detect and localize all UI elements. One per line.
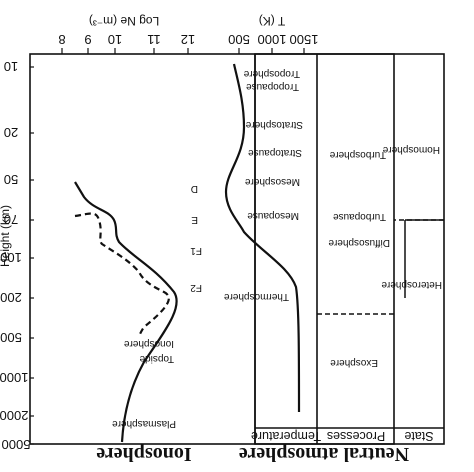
electron-density-night-curve xyxy=(74,212,170,335)
temp-label-1000: 1000 xyxy=(258,32,287,47)
temperature-region-labels: Troposphere Tropopause Stratosphere Stra… xyxy=(224,68,303,302)
height-label-70: 70 xyxy=(4,212,18,227)
ionosphere-layer-labels: D E F1 F2 Ionosphere Topside Plasmaspher… xyxy=(112,183,202,429)
density-label-9: 9 xyxy=(84,32,91,47)
processes-header: Processes xyxy=(327,429,385,443)
density-label-10: 10 xyxy=(108,32,122,47)
troposphere-label: Troposphere xyxy=(243,68,300,79)
temperature-header: Temperature xyxy=(251,429,321,443)
height-label-1000: 1000 xyxy=(0,370,28,385)
ionosphere-frame xyxy=(254,53,445,445)
density-label-8: 8 xyxy=(58,32,65,47)
electron-density-day-curve xyxy=(74,181,178,443)
height-label-10: 10 xyxy=(4,59,18,74)
height-label-50: 50 xyxy=(4,172,18,187)
stratopause-label: Stratopause xyxy=(248,147,302,158)
temperature-curve xyxy=(224,63,301,413)
height-label-5000: 5000 xyxy=(2,437,31,452)
tropopause-label: Tropopause xyxy=(246,81,299,92)
homosphere-label: Homosphere xyxy=(382,144,440,155)
height-label-20: 20 xyxy=(4,125,18,140)
ionosphere-title: Ionosphere xyxy=(96,443,191,465)
height-label-500: 500 xyxy=(0,330,22,345)
layer-f1: F1 xyxy=(190,245,202,256)
height-label-2000: 2000 xyxy=(0,408,28,423)
mesopause-label: Mesopause xyxy=(247,210,299,221)
exosphere-label: Exosphere xyxy=(330,357,378,368)
neutral-atmosphere-title: Neutral atmosphere xyxy=(239,443,409,465)
density-label-12: 12 xyxy=(181,32,195,47)
top-axis-tick-labels: 8 9 10 11 12 500 1000 1500 xyxy=(58,32,318,47)
heterosphere-label: Heterosphere xyxy=(381,279,442,290)
state-labels: Homosphere Heterosphere xyxy=(381,144,442,290)
layer-e: E xyxy=(191,214,198,225)
process-labels: Turbosphere Turbopause Diffusosphere Exo… xyxy=(328,149,390,368)
topside-label: Topside xyxy=(139,353,174,364)
turbosphere-label: Turbosphere xyxy=(329,149,386,160)
plasmasphere-label: Plasmasphere xyxy=(112,418,176,429)
thermosphere-label: Thermosphere xyxy=(224,291,289,302)
topside-ionosphere-label: Ionosphere xyxy=(124,338,174,349)
height-label-200: 200 xyxy=(0,290,22,305)
layer-f2: F2 xyxy=(190,282,202,293)
temp-label-1500: 1500 xyxy=(290,32,319,47)
temp-label-500: 500 xyxy=(228,32,250,47)
diffusosphere-label: Diffusosphere xyxy=(328,237,390,248)
height-tick-labels: 10 20 50 70 100 200 500 1000 2000 5000 xyxy=(0,59,30,452)
stratosphere-label: Stratosphere xyxy=(245,119,303,130)
state-header: State xyxy=(404,429,433,443)
layer-d: D xyxy=(191,183,198,194)
neutral-frame xyxy=(29,53,395,445)
density-label-11: 11 xyxy=(147,32,161,47)
turbopause-label: Turbopause xyxy=(333,211,386,222)
height-axis-label: Height (km) xyxy=(0,205,12,267)
boundaries xyxy=(317,219,444,315)
height-label-100: 100 xyxy=(0,250,22,265)
density-axis-label: Log Ne (m⁻³) xyxy=(89,14,159,28)
frames xyxy=(29,53,445,445)
mesosphere-label: Mesosphere xyxy=(245,176,300,187)
temperature-axis-label: T (K) xyxy=(259,14,285,28)
top-axis-ticks xyxy=(61,48,305,54)
height-axis-ticks xyxy=(30,66,34,445)
